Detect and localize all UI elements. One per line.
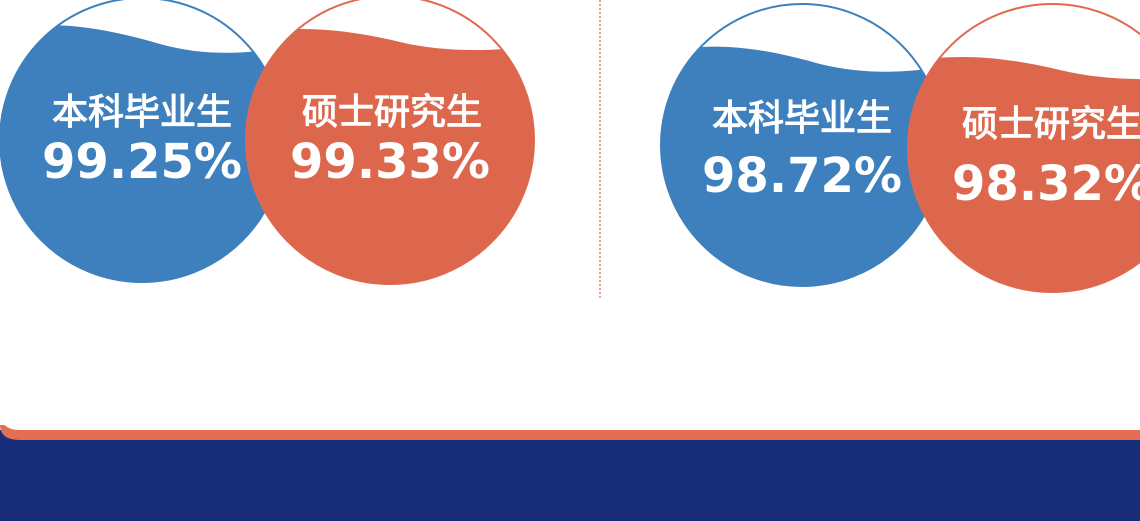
label: 硕士研究生 — [302, 92, 482, 133]
label: 本科毕业生 — [712, 98, 892, 139]
circle-orange — [245, 0, 535, 285]
circle-blue — [660, 3, 944, 287]
label: 本科毕业生 — [52, 92, 232, 133]
circle-blue — [0, 0, 285, 283]
value: 99.25% — [42, 134, 242, 190]
value: 99.33% — [290, 134, 490, 190]
footer-band — [0, 430, 1140, 521]
label: 硕士研究生 — [962, 104, 1140, 145]
circle-orange — [907, 3, 1140, 293]
value: 98.72% — [702, 148, 902, 204]
value: 98.32% — [952, 156, 1140, 212]
